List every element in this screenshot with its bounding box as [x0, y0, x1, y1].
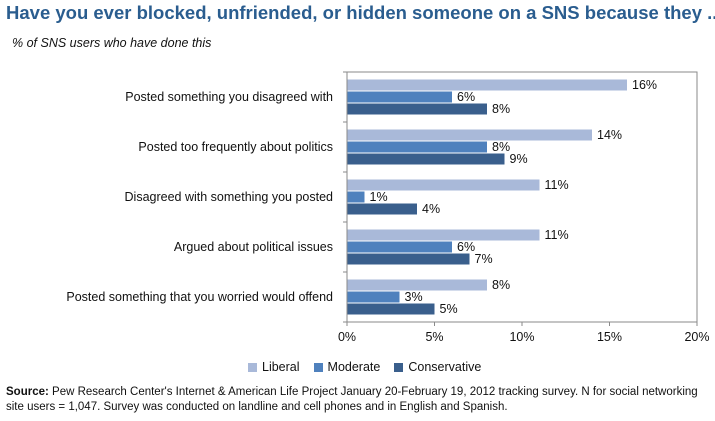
data-label: 8%: [492, 278, 510, 292]
source-note: Source: Pew Research Center's Internet &…: [6, 385, 706, 415]
bar-liberal: [347, 129, 592, 141]
category-label: Posted something that you worried would …: [66, 290, 333, 304]
data-label: 7%: [475, 252, 493, 266]
bar-conservative: [347, 103, 487, 115]
data-label: 11%: [545, 178, 569, 192]
data-label: 6%: [457, 90, 475, 104]
data-label: 6%: [457, 240, 475, 254]
x-tick-label: 0%: [338, 330, 356, 344]
source-label: Source:: [6, 386, 49, 398]
bar-conservative: [347, 203, 417, 215]
bar-liberal: [347, 179, 540, 191]
bar-conservative: [347, 303, 435, 315]
data-label: 3%: [405, 290, 423, 304]
bar-moderate: [347, 91, 452, 103]
bars-group: [347, 79, 627, 315]
legend: Liberal Moderate Conservative: [248, 360, 481, 374]
data-label: 5%: [440, 302, 458, 316]
x-tick-label: 10%: [509, 330, 534, 344]
x-tick-label: 20%: [684, 330, 709, 344]
data-label: 8%: [492, 140, 510, 154]
labels-group: 0% 5% 10% 15% 20% Posted something you disagr…: [66, 78, 709, 344]
source-text: Pew Research Center's Internet & America…: [6, 386, 698, 413]
data-label: 14%: [597, 128, 622, 142]
chart-title: Have you ever blocked, unfriended, or hi…: [6, 2, 715, 23]
x-tick-label: 15%: [597, 330, 622, 344]
axes-group: [343, 71, 698, 326]
data-label: 1%: [370, 190, 388, 204]
bar-moderate: [347, 241, 452, 253]
data-label: 4%: [422, 202, 440, 216]
category-label: Posted something you disagreed with: [125, 90, 333, 104]
data-label: 16%: [632, 78, 657, 92]
legend-item-moderate: Moderate: [313, 360, 381, 374]
legend-item-liberal: Liberal: [248, 360, 300, 374]
x-tick-label: 5%: [425, 330, 443, 344]
legend-label-conservative: Conservative: [408, 360, 482, 374]
bar-liberal: [347, 229, 540, 241]
data-label: 9%: [510, 152, 528, 166]
bar-liberal: [347, 279, 487, 291]
bar-moderate: [347, 191, 365, 203]
category-label: Disagreed with something you posted: [125, 190, 334, 204]
bar-conservative: [347, 153, 505, 165]
legend-swatch-conservative: [394, 362, 404, 372]
data-label: 11%: [545, 228, 569, 242]
legend-label-moderate: Moderate: [327, 360, 381, 374]
data-label: 8%: [492, 102, 510, 116]
bar-conservative: [347, 253, 470, 265]
category-label: Posted too frequently about politics: [138, 140, 333, 154]
bar-liberal: [347, 79, 627, 91]
legend-swatch-moderate: [313, 362, 323, 372]
bar-moderate: [347, 291, 400, 303]
legend-swatch-liberal: [248, 362, 257, 372]
legend-label-liberal: Liberal: [262, 360, 300, 374]
category-label: Argued about political issues: [174, 240, 333, 254]
bar-moderate: [347, 141, 487, 153]
legend-item-conservative: Conservative: [394, 360, 481, 374]
chart-subtitle: % of SNS users who have done this: [12, 36, 212, 50]
